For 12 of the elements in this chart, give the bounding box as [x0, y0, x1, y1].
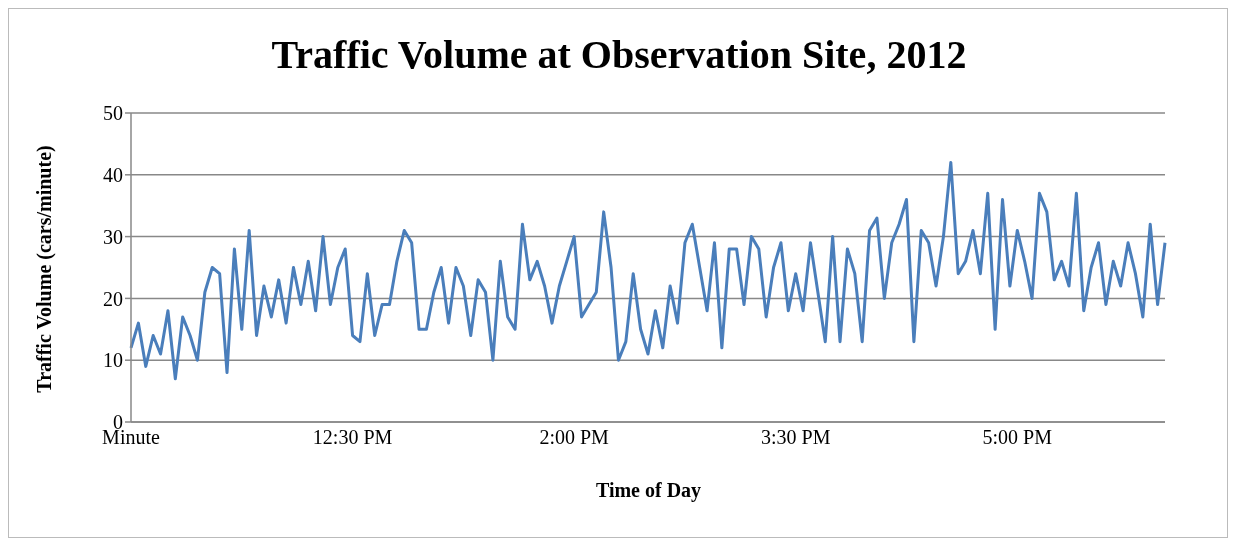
x-axis-title: Time of Day	[594, 479, 703, 502]
x-tick-label: 12:30 PM	[312, 426, 393, 449]
x-tick-label: 3:30 PM	[760, 426, 831, 449]
x-tick-label: 5:00 PM	[982, 426, 1053, 449]
y-axis-title: Traffic Volume (cars/minute)	[32, 145, 56, 393]
y-tick-label: 40	[103, 163, 123, 186]
y-tick-label: 10	[103, 349, 123, 372]
x-tick-label: 2:00 PM	[539, 426, 610, 449]
y-tick-label: 50	[103, 102, 123, 125]
y-tick-label: 20	[103, 287, 123, 310]
chart-title: Traffic Volume at Observation Site, 2012	[270, 31, 968, 78]
y-tick-label: 30	[103, 225, 123, 248]
